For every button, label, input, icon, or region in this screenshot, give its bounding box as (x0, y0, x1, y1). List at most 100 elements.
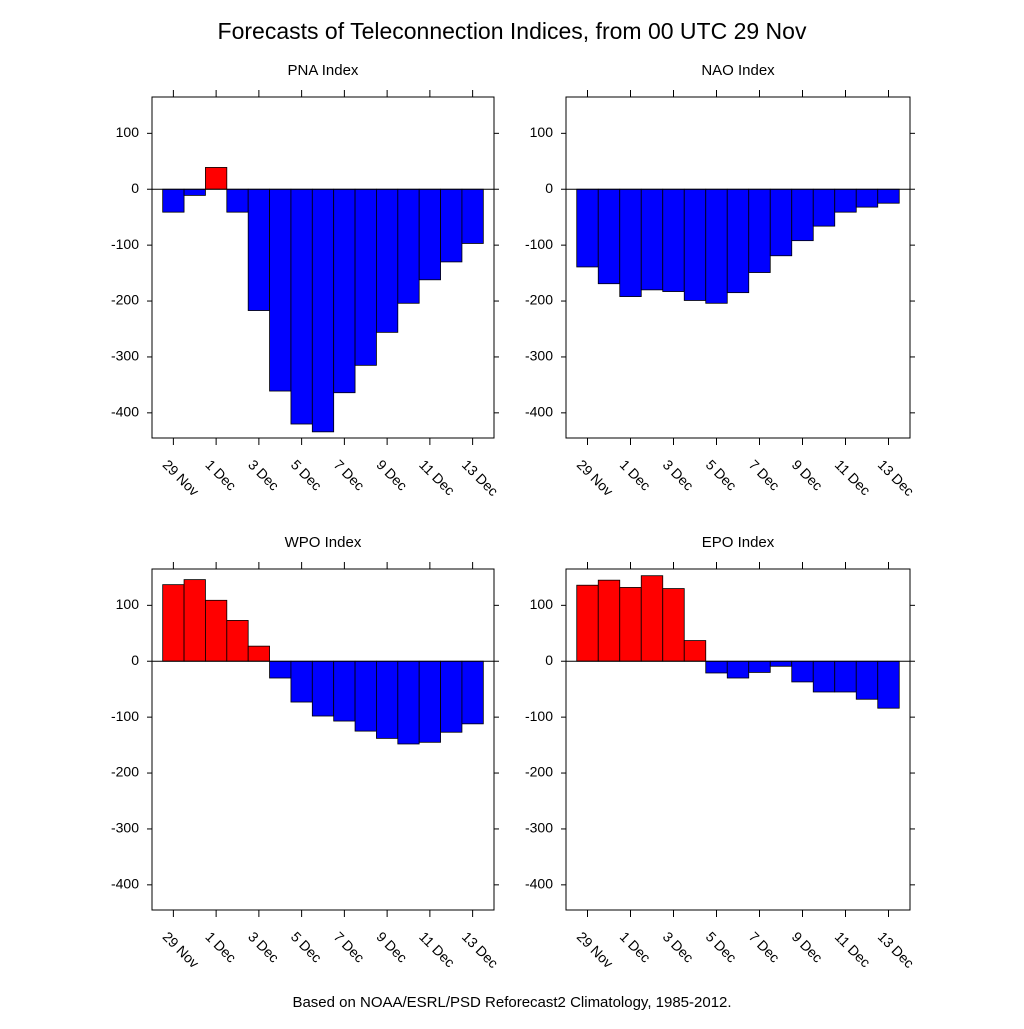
x-tick-label: 1 Dec (617, 928, 654, 965)
axes-frame (565, 96, 911, 439)
x-tick-label: 29 Nov (160, 928, 203, 971)
bar (855, 188, 879, 208)
panel-title: WPO Index (285, 534, 362, 551)
bar (376, 188, 399, 333)
bar (183, 579, 206, 662)
y-tick-label: -400 (525, 404, 553, 420)
x-tick-label: 13 Dec (459, 456, 502, 499)
bar (748, 188, 771, 273)
panel-title: NAO Index (701, 62, 775, 79)
bar (812, 188, 836, 227)
x-tick-label: 13 Dec (459, 928, 502, 971)
bar (791, 660, 814, 683)
bar (705, 660, 728, 674)
y-tick-label: 100 (530, 596, 554, 612)
bar (812, 660, 836, 693)
bar (397, 188, 420, 304)
panel-title: EPO Index (702, 534, 775, 551)
y-tick-label: 100 (116, 596, 140, 612)
bar (162, 584, 185, 662)
bar (877, 660, 900, 709)
x-tick-label: 9 Dec (789, 928, 826, 965)
axes-frame (151, 96, 495, 439)
x-tick-label: 9 Dec (373, 456, 410, 493)
bar (769, 188, 793, 257)
x-tick-label: 7 Dec (331, 456, 368, 493)
x-tick-label: 5 Dec (703, 456, 740, 493)
figure-title: Forecasts of Teleconnection Indices, fro… (218, 18, 807, 44)
x-tick-label: 3 Dec (245, 456, 282, 493)
y-tick-label: -200 (111, 764, 139, 780)
y-tick-label: -400 (111, 876, 139, 892)
y-tick-label: -400 (111, 404, 139, 420)
bar (354, 660, 377, 732)
y-tick-label: 0 (131, 652, 139, 668)
bar (440, 188, 463, 263)
x-tick-label: 9 Dec (373, 928, 410, 965)
x-tick-label: 5 Dec (288, 456, 325, 493)
y-tick-label: -100 (111, 236, 139, 252)
y-tick-label: -300 (525, 348, 553, 364)
bar (333, 188, 356, 394)
bar (683, 640, 707, 662)
bar (418, 660, 441, 743)
x-tick-label: 7 Dec (746, 928, 783, 965)
y-tick-label: -200 (525, 764, 553, 780)
x-tick-label: 1 Dec (202, 928, 239, 965)
bar (683, 188, 707, 301)
y-tick-label: -200 (525, 292, 553, 308)
y-tick-label: 0 (545, 652, 553, 668)
y-tick-label: 0 (545, 180, 553, 196)
bar (290, 660, 313, 703)
bar (418, 188, 441, 281)
y-tick-label: 100 (530, 124, 554, 140)
bar (834, 660, 857, 693)
bar (619, 587, 642, 662)
panel: NAO Index -400 -300 -200 -100 0 100 29 Nov 1 Dec… (525, 62, 917, 499)
bar (640, 188, 664, 291)
x-tick-label: 7 Dec (746, 456, 783, 493)
bar (311, 188, 335, 433)
bar (269, 188, 292, 392)
bar (461, 188, 484, 244)
bar (597, 579, 621, 662)
bar (576, 584, 599, 662)
bar (769, 660, 793, 667)
y-tick-label: 0 (131, 180, 139, 196)
x-tick-label: 7 Dec (331, 928, 368, 965)
bar (705, 188, 728, 304)
bar (855, 660, 879, 700)
panel: EPO Index -400 -300 -200 -100 0 100 29 Nov 1 Dec… (525, 534, 917, 971)
bar (440, 660, 463, 733)
bar (877, 188, 900, 204)
x-tick-label: 3 Dec (660, 456, 697, 493)
x-tick-label: 11 Dec (832, 456, 874, 498)
y-tick-label: 100 (116, 124, 140, 140)
x-tick-label: 5 Dec (288, 928, 325, 965)
bar (576, 188, 599, 268)
x-tick-label: 13 Dec (875, 928, 918, 971)
x-tick-label: 1 Dec (617, 456, 654, 493)
bar (791, 188, 814, 242)
x-tick-label: 3 Dec (660, 928, 697, 965)
y-tick-label: -300 (111, 348, 139, 364)
x-tick-label: 29 Nov (160, 456, 203, 499)
bar (226, 620, 249, 662)
bar (290, 188, 313, 425)
bar (333, 660, 356, 722)
x-tick-label: 13 Dec (875, 456, 918, 499)
bar (311, 660, 335, 717)
bar (397, 660, 420, 745)
y-tick-label: -100 (525, 708, 553, 724)
bar (269, 660, 292, 679)
x-tick-label: 5 Dec (703, 928, 740, 965)
bar (726, 660, 750, 679)
x-tick-label: 3 Dec (245, 928, 282, 965)
bar (183, 188, 206, 196)
bar (247, 188, 270, 311)
axes-frame (565, 568, 911, 911)
bar (748, 660, 771, 673)
bar (162, 188, 185, 213)
axes-frame (151, 568, 495, 911)
x-tick-label: 29 Nov (574, 456, 617, 499)
